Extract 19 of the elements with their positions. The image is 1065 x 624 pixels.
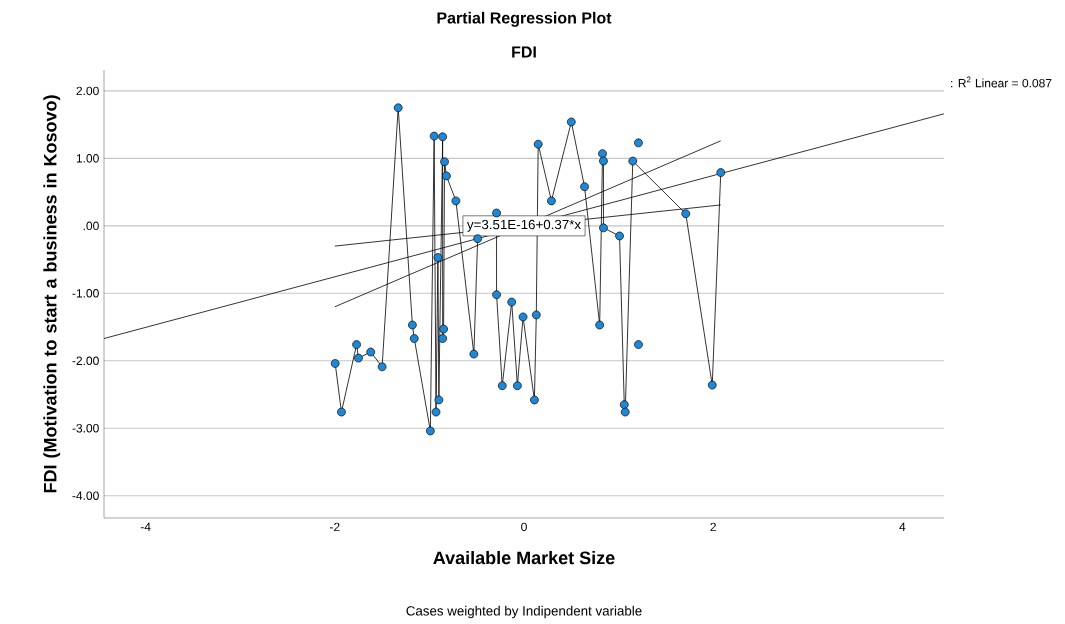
y-tick-label: -1.00 [72,289,99,298]
annotation: y=3.51E-16+0.37*x [466,219,581,232]
text: Cases weighted by Indipendent variable [406,605,642,619]
x-tick-label: -2 [330,522,340,532]
x-tick-label: 4 [899,522,906,531]
chart-title: Partial Regression Plot [437,11,612,27]
text: : R$^{2}$ Linear = 0.087 [951,76,1052,88]
y-tick-label: -4.00 [72,491,99,500]
x-tick-label: 0 [521,522,527,532]
y-tick-label: 1.00 [76,154,99,163]
x-axis-title: Available Market Size [433,551,615,565]
x-tick-label: 2 [710,522,716,532]
y-axis-title: FDI (Motivation to start a business in Kosovo) [43,95,61,493]
y-tick-label: .00 [83,221,99,231]
y-tick-label: -3.00 [72,424,99,433]
x-tick-label: -4 [140,522,151,531]
y-tick-label: 2.00 [76,86,99,96]
y-tick-label: -2.00 [72,356,99,366]
chart-subtitle: FDI [512,46,536,58]
